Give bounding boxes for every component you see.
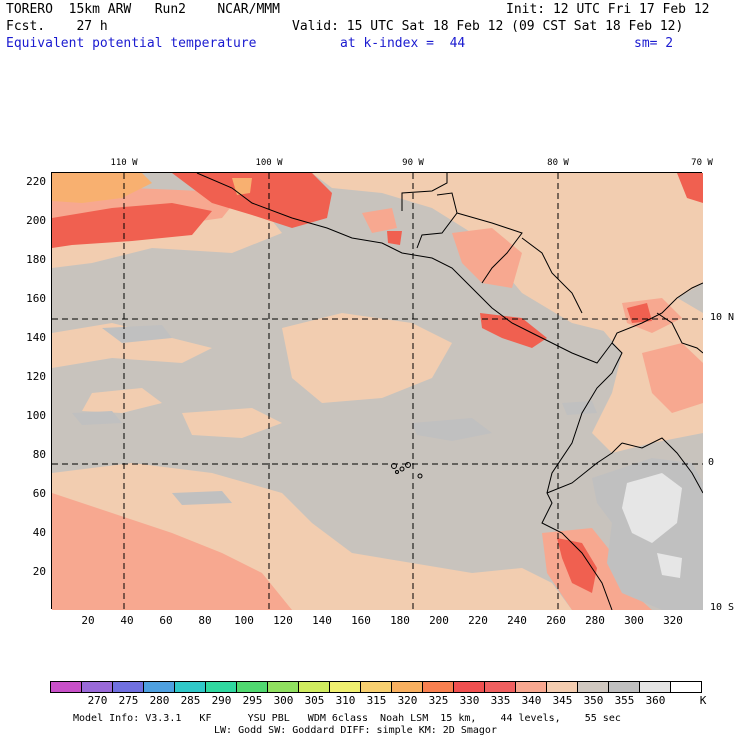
header-forecast-hour: Fcst. 27 h [6, 19, 108, 34]
colorbar-label: 290 [211, 694, 232, 707]
colorbar-segment [639, 681, 671, 693]
theta-e-field-map [52, 173, 703, 610]
x-tick-220: 220 [468, 614, 488, 627]
colorbar-segment [50, 681, 82, 693]
y-tick-160: 160 [26, 292, 46, 305]
x-tick-120: 120 [273, 614, 293, 627]
colorbar-segment [360, 681, 392, 693]
colorbar-segment [391, 681, 423, 693]
x-tick-100: 100 [234, 614, 254, 627]
colorbar-label: 270 [87, 694, 108, 707]
colorbar-label: 315 [366, 694, 387, 707]
colorbar-label: 335 [490, 694, 511, 707]
colorbar-label: 295 [242, 694, 263, 707]
header-valid-time: Valid: 15 UTC Sat 18 Feb 12 (09 CST Sat … [292, 19, 684, 34]
colorbar-segment [329, 681, 361, 693]
y-tick-200: 200 [26, 214, 46, 227]
lat-label-10s: 10 S [710, 602, 735, 613]
map-plot-area [51, 172, 703, 610]
colorbar-unit: K [699, 694, 707, 707]
x-tick-240: 240 [507, 614, 527, 627]
colorbar-label: 280 [149, 694, 170, 707]
colorbar-segment [515, 681, 547, 693]
colorbar-segment [484, 681, 516, 693]
y-tick-220: 220 [26, 175, 46, 188]
lon-label-80w: 80 W [547, 158, 569, 168]
colorbar-label: 320 [397, 694, 418, 707]
colorbar-label: 355 [614, 694, 635, 707]
graticule [52, 173, 703, 610]
field-level: at k-index = 44 [340, 36, 466, 51]
y-tick-100: 100 [26, 409, 46, 422]
footer-model-info: Model Info: V3.3.1 KF YSU PBL WDM 6class… [73, 713, 621, 724]
colorbar-segment [298, 681, 330, 693]
y-tick-180: 180 [26, 253, 46, 266]
x-tick-140: 140 [312, 614, 332, 627]
footer-physics-info: LW: Godd SW: Goddard DIFF: simple KM: 2D… [214, 725, 497, 736]
x-tick-260: 260 [546, 614, 566, 627]
colorbar-segment [608, 681, 640, 693]
y-tick-120: 120 [26, 370, 46, 383]
colorbar-label: 360 [645, 694, 666, 707]
header-init-time: Init: 12 UTC Fri 17 Feb 12 [506, 2, 710, 17]
colorbar-label: 340 [521, 694, 542, 707]
x-tick-80: 80 [198, 614, 212, 627]
field-fill-330 [52, 173, 703, 593]
field-fill-325 [52, 173, 252, 203]
colorbar-label: 285 [180, 694, 201, 707]
colorbar-segment [267, 681, 299, 693]
colorbar-label: 325 [428, 694, 449, 707]
y-tick-60: 60 [32, 487, 46, 500]
colorbar-label: 305 [304, 694, 325, 707]
colorbar-label: 350 [583, 694, 604, 707]
colorbar-segment [81, 681, 113, 693]
y-tick-20: 20 [32, 565, 46, 578]
lon-label-100w: 100 W [255, 158, 283, 168]
lat-label-equator: 0 [708, 457, 715, 468]
colorbar-label: 330 [459, 694, 480, 707]
lat-label-10n: 10 N [710, 312, 735, 323]
header-model-title: TORERO 15km ARW Run2 NCAR/MMM [6, 2, 280, 17]
colorbar-segment [205, 681, 237, 693]
lon-label-110w: 110 W [110, 158, 138, 168]
coastlines [196, 173, 703, 610]
colorbar-segment [112, 681, 144, 693]
x-tick-180: 180 [390, 614, 410, 627]
x-tick-320: 320 [663, 614, 683, 627]
lon-label-90w: 90 W [402, 158, 424, 168]
x-tick-20: 20 [81, 614, 95, 627]
field-fill-355 [622, 473, 682, 578]
colorbar-segment [174, 681, 206, 693]
colorbar-segment [143, 681, 175, 693]
colorbar-segment [670, 681, 702, 693]
colorbar-label: 310 [335, 694, 356, 707]
y-tick-140: 140 [26, 331, 46, 344]
x-tick-60: 60 [159, 614, 173, 627]
x-tick-280: 280 [585, 614, 605, 627]
colorbar-label: 300 [273, 694, 294, 707]
y-tick-80: 80 [32, 448, 46, 461]
colorbar-segment [453, 681, 485, 693]
x-tick-40: 40 [120, 614, 134, 627]
field-name: Equivalent potential temperature [6, 36, 257, 51]
colorbar-segment [546, 681, 578, 693]
galapagos-islands [391, 462, 423, 479]
colorbar-segment [422, 681, 454, 693]
lon-label-70w: 70 W [691, 158, 713, 168]
colorbar-label: 345 [552, 694, 573, 707]
x-tick-160: 160 [351, 614, 371, 627]
colorbar-segment [236, 681, 268, 693]
x-tick-200: 200 [429, 614, 449, 627]
y-tick-40: 40 [32, 526, 46, 539]
colorbar [50, 681, 702, 693]
colorbar-label: 275 [118, 694, 139, 707]
field-smoothing: sm= 2 [634, 36, 674, 51]
x-tick-300: 300 [624, 614, 644, 627]
colorbar-segment [577, 681, 609, 693]
